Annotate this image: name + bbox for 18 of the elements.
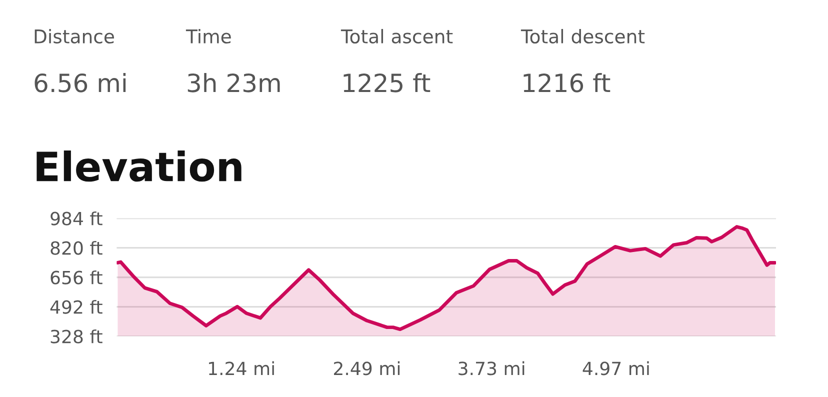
x-tick-label: 1.24 mi (209, 361, 274, 376)
x-tick-label: 3.73 mi (458, 361, 524, 376)
text: 1216 ft (524, 73, 610, 92)
y-tick-label: 492 ft (50, 300, 102, 314)
text: 3h 23m (188, 73, 280, 92)
text: Time (186, 28, 231, 44)
y-tick-label: 820 ft (50, 240, 102, 255)
y-tick-label: 656 ft (50, 270, 102, 284)
text: Total ascent (340, 28, 453, 44)
x-tick-label: 2.49 mi (334, 361, 400, 376)
y-tick-label: 328 ft (50, 329, 102, 344)
text: Distance (34, 28, 114, 44)
y-tick-label: 984 ft (50, 211, 102, 226)
text: 1225 ft (344, 73, 430, 92)
x-tick-label: 4.97 mi (582, 361, 649, 376)
text: Total descent (520, 28, 645, 44)
chart-title: Elevation (36, 150, 242, 182)
text: 6.56 mi (34, 73, 126, 92)
